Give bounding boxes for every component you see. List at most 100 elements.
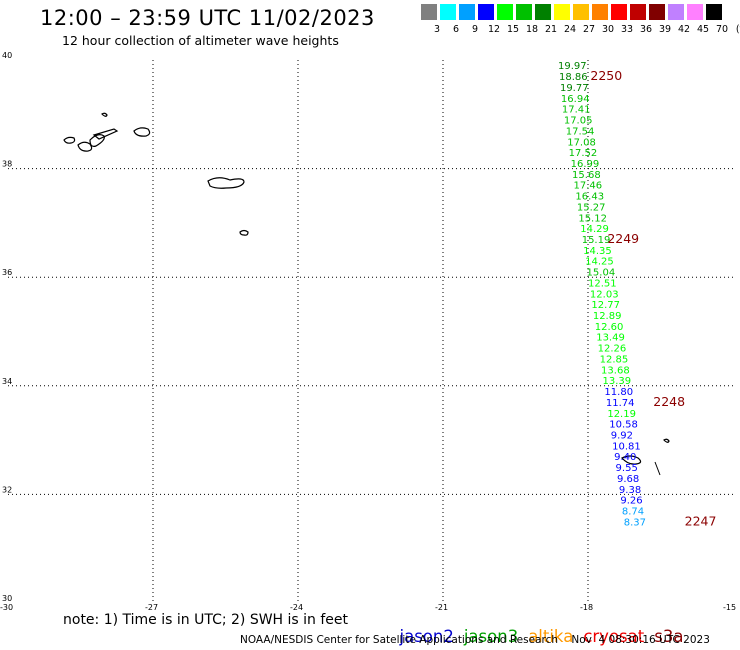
scale-swatch xyxy=(687,4,703,20)
scale-swatch xyxy=(440,4,456,20)
swh-value: 15.04 xyxy=(587,268,616,279)
scale-swatch xyxy=(459,4,475,20)
pass-time-label: 2247 xyxy=(685,513,717,528)
island-outline xyxy=(92,128,119,140)
pass-time-label: 2250 xyxy=(590,68,622,83)
axis-labels: 40 38 36 34 32 30-30 -27 -24 -21 -18 -15 xyxy=(0,51,736,612)
scale-swatch xyxy=(630,4,646,20)
scale-swatch xyxy=(649,4,665,20)
pass-time-label: 2248 xyxy=(653,394,685,409)
lat-tick-label: 38 xyxy=(2,160,12,169)
swh-value: 17.41 xyxy=(562,105,591,116)
scale-label: 27 xyxy=(582,24,596,35)
swh-value: 9.92 xyxy=(611,430,633,441)
island-outline xyxy=(77,141,93,152)
swh-value: 9.68 xyxy=(617,474,639,485)
legend-cryosat: cryosat xyxy=(583,627,645,646)
scale-swatch xyxy=(592,4,608,20)
lon-tick-label: -18 xyxy=(580,603,593,612)
scale-swatch xyxy=(421,4,437,20)
legend-jason2: jason2 xyxy=(399,627,454,646)
lat-tick-label: 30 xyxy=(2,594,12,603)
island-outline xyxy=(101,112,108,117)
swh-value: 16.43 xyxy=(575,192,604,203)
swh-value: 8.74 xyxy=(622,506,644,517)
pass-time-label: 2249 xyxy=(607,231,639,246)
swh-value: 9.38 xyxy=(619,485,641,496)
scale-label: 18 xyxy=(525,24,539,35)
swh-value: 17.08 xyxy=(567,137,596,148)
lon-tick-label: -24 xyxy=(290,603,303,612)
swh-value: 14.25 xyxy=(585,257,614,268)
island-outlines xyxy=(63,112,670,476)
swh-value: 17.46 xyxy=(574,181,603,192)
pass-time-labels: 2250 2249 2248 2247 xyxy=(590,68,716,528)
swh-value: 13.68 xyxy=(601,365,630,376)
swh-value: 13.39 xyxy=(603,376,632,387)
swh-value: 15.68 xyxy=(572,170,601,181)
swh-value: 19.77 xyxy=(560,83,589,94)
scale-swatch xyxy=(535,4,551,20)
swh-value: 12.26 xyxy=(598,344,627,355)
scale-swatch xyxy=(516,4,532,20)
island-outline xyxy=(133,127,151,137)
island-outline xyxy=(621,455,642,465)
satellite-legend: jason2 jason3 altika cryosat s3a xyxy=(389,608,693,646)
scale-label: 12 xyxy=(487,24,501,35)
lon-tick-label: -30 xyxy=(0,603,13,612)
lon-tick-label: -15 xyxy=(723,603,736,612)
island-outline xyxy=(663,438,670,443)
scale-swatch xyxy=(668,4,684,20)
scale-swatch xyxy=(706,4,722,20)
scale-label: 42 xyxy=(677,24,691,35)
swh-value: 11.80 xyxy=(604,387,633,398)
scale-swatch xyxy=(573,4,589,20)
scale-swatch xyxy=(611,4,627,20)
legend-jason3: jason3 xyxy=(463,627,519,646)
island-outline xyxy=(207,177,245,189)
scale-label: 21 xyxy=(544,24,558,35)
scale-label: 70 xyxy=(715,24,729,35)
swh-value: 16.94 xyxy=(561,94,590,105)
island-outline xyxy=(654,461,661,476)
scale-label: 45 xyxy=(696,24,710,35)
lat-tick-label: 40 xyxy=(2,51,12,60)
island-outline xyxy=(63,136,76,144)
scale-label: 24 xyxy=(563,24,577,35)
swh-value: 10.58 xyxy=(609,420,638,431)
scale-unit: (ft) xyxy=(735,24,740,35)
swh-value: 10.81 xyxy=(612,441,641,452)
swh-value: 9.26 xyxy=(620,496,642,507)
swh-value: 16.99 xyxy=(571,159,600,170)
legend-s3a: s3a xyxy=(654,627,684,646)
footer-note: note: 1) Time is in UTC; 2) SWH is in fe… xyxy=(63,612,349,628)
swh-value: 15.12 xyxy=(578,213,607,224)
lon-tick-label: -27 xyxy=(145,603,158,612)
swh-value: 15.27 xyxy=(577,202,606,213)
scale-swatch xyxy=(554,4,570,20)
map-subtitle: 12 hour collection of altimeter wave hei… xyxy=(62,33,339,48)
swh-value: 12.85 xyxy=(600,354,629,365)
lat-tick-label: 34 xyxy=(2,377,12,386)
island-outline xyxy=(239,229,249,236)
swh-value: 14.35 xyxy=(583,246,612,257)
island-outline xyxy=(89,134,105,147)
scale-label: 3 xyxy=(433,24,441,35)
scale-label: 6 xyxy=(452,24,460,35)
swh-value: 12.60 xyxy=(595,322,624,333)
swh-value: 13.49 xyxy=(596,333,625,344)
swh-value: 11.74 xyxy=(606,398,635,409)
scale-label: 33 xyxy=(620,24,634,35)
swh-value: 9.40 xyxy=(614,452,636,463)
swh-value: 12.19 xyxy=(607,409,636,420)
lat-lon-grid xyxy=(8,60,733,603)
swh-value: 12.03 xyxy=(590,289,619,300)
swh-value: 17.52 xyxy=(569,148,598,159)
swh-track: 19.9718.8619.7716.9417.4117.0517.5417.08… xyxy=(558,61,646,528)
legend-altika: altika xyxy=(528,627,574,646)
swh-value: 17.54 xyxy=(566,126,595,137)
swh-value: 9.55 xyxy=(616,463,638,474)
lat-tick-label: 36 xyxy=(2,268,12,277)
swh-value: 15.19 xyxy=(582,235,611,246)
